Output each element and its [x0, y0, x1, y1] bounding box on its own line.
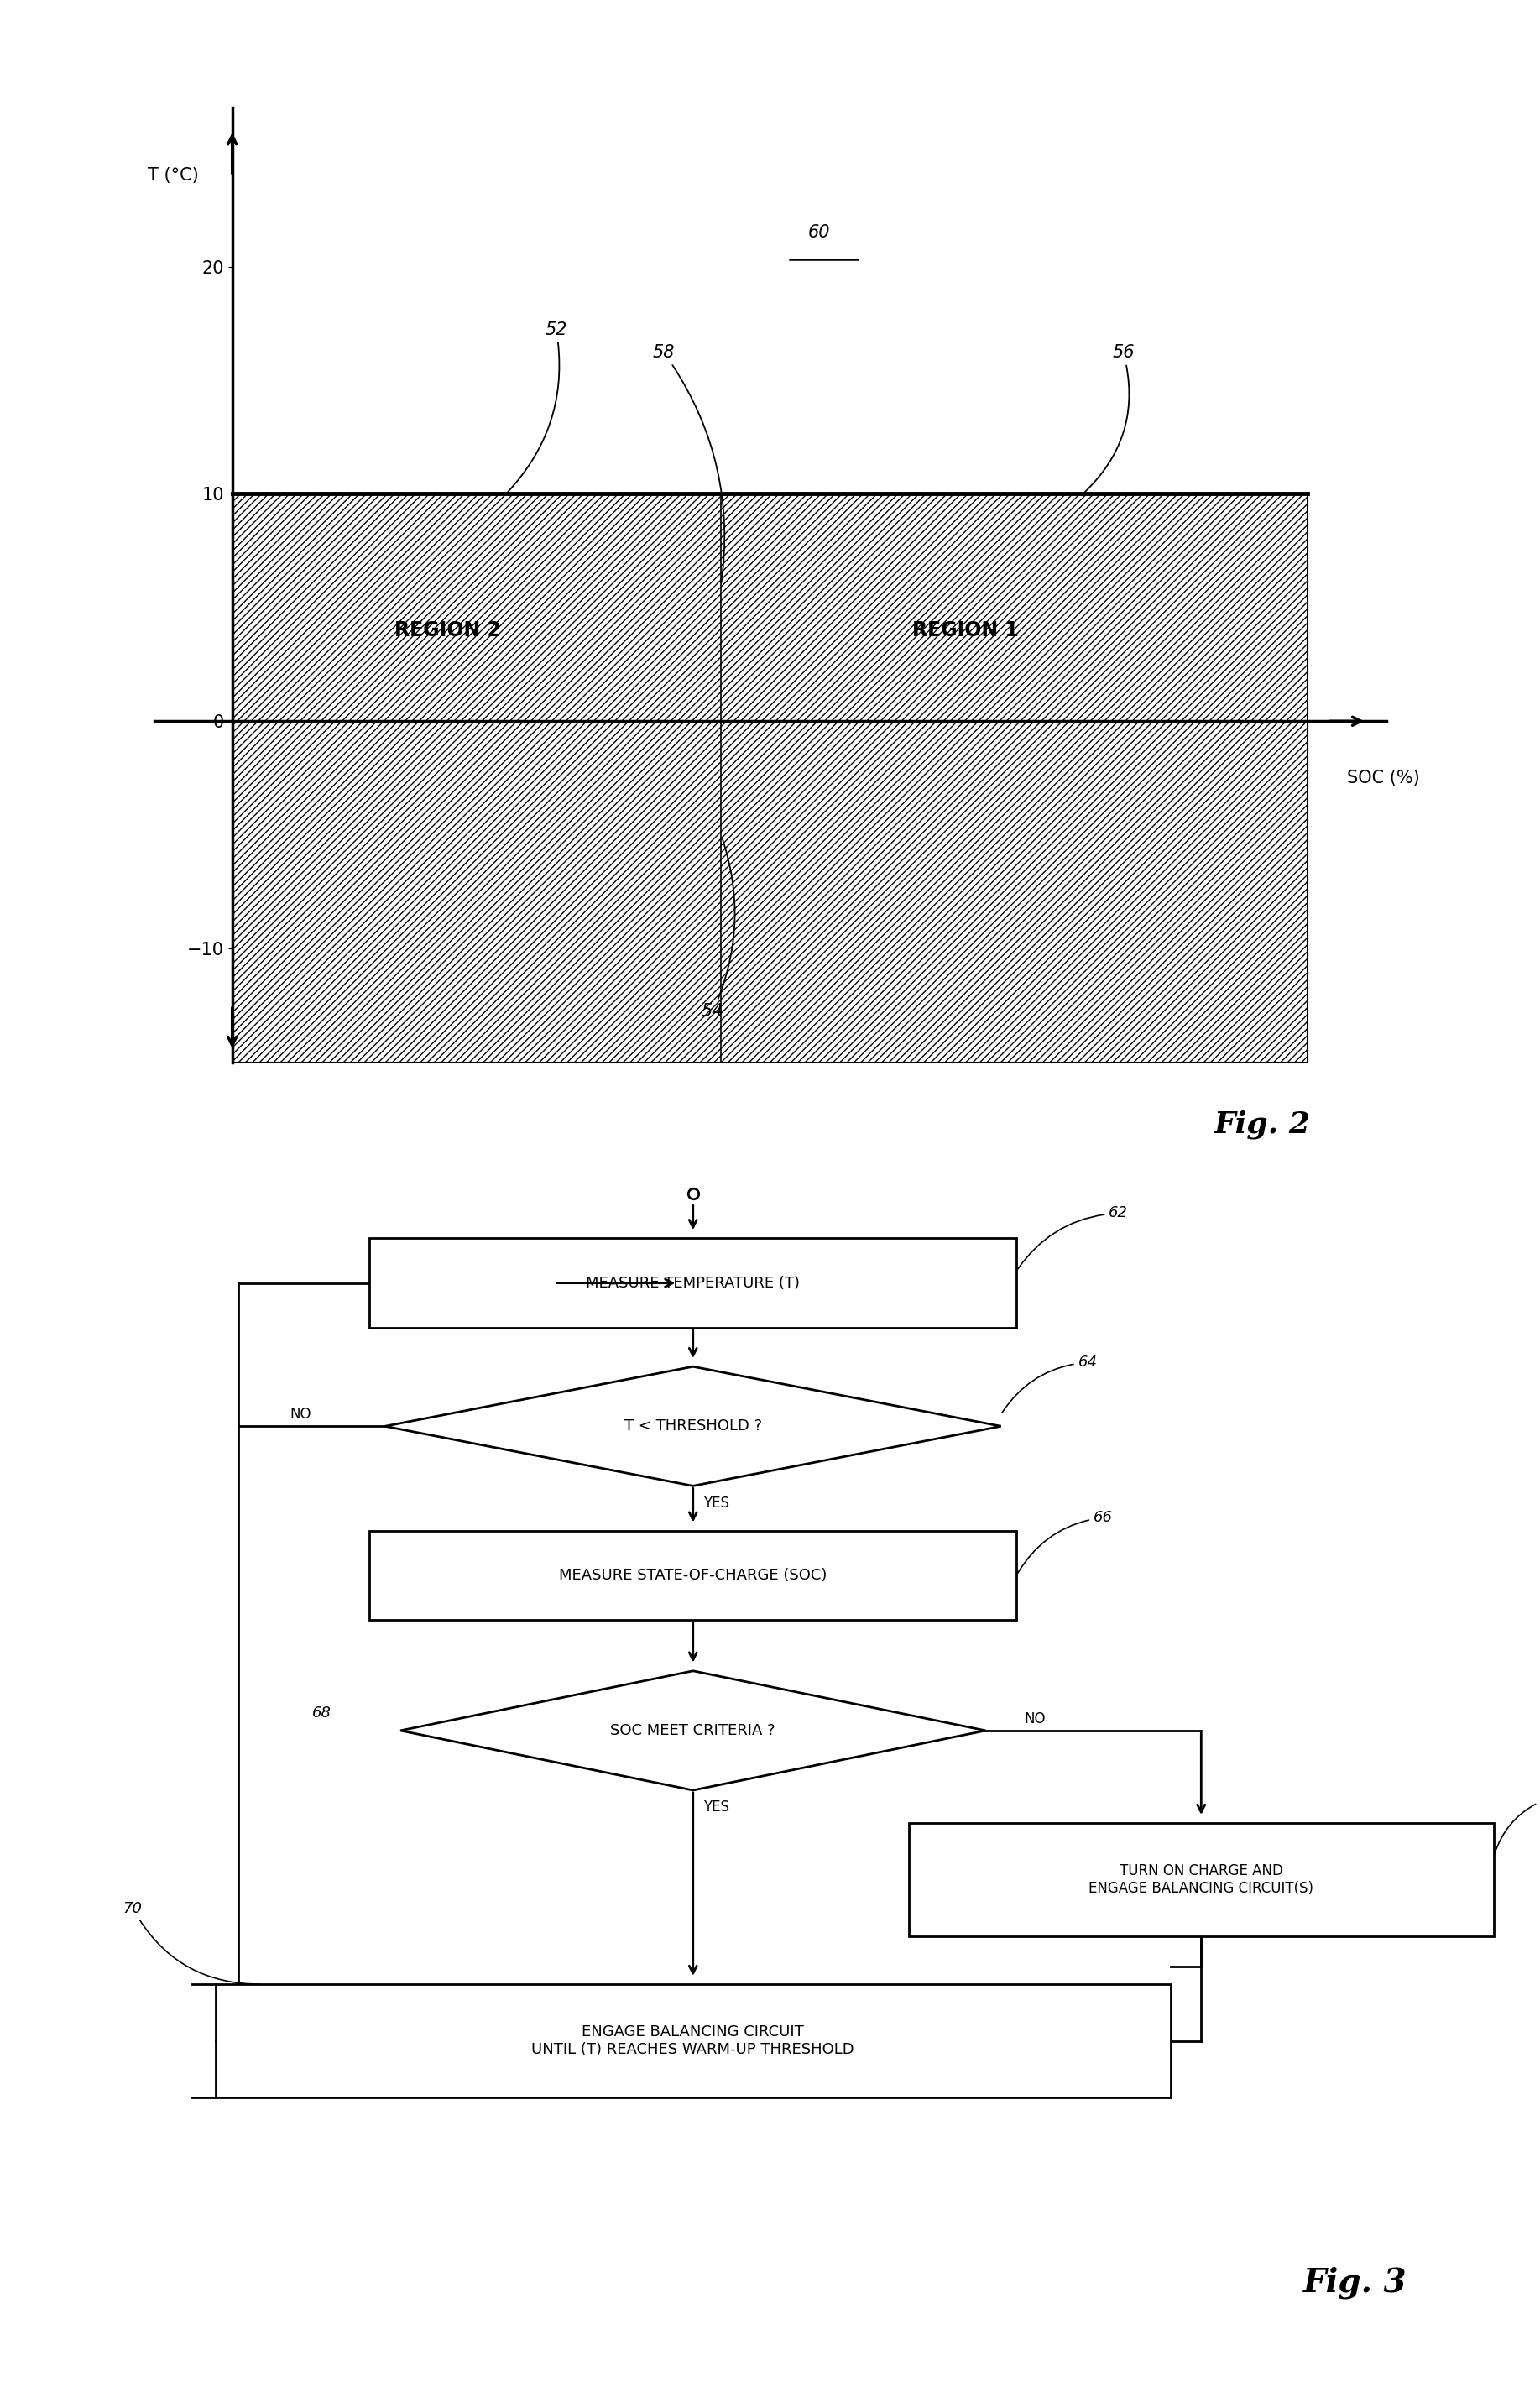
- Text: NO: NO: [290, 1406, 311, 1423]
- Polygon shape: [400, 1671, 986, 1790]
- Text: 64: 64: [1003, 1356, 1098, 1413]
- Text: 58: 58: [653, 344, 724, 582]
- Text: REGION 1: REGION 1: [912, 621, 1019, 640]
- Text: T < THRESHOLD ?: T < THRESHOLD ?: [624, 1418, 762, 1435]
- Text: 60: 60: [808, 224, 830, 241]
- Text: YES: YES: [704, 1494, 728, 1511]
- Text: 68: 68: [311, 1704, 331, 1721]
- Text: SOC (%): SOC (%): [1348, 769, 1420, 785]
- Text: MEASURE TEMPERATURE (T): MEASURE TEMPERATURE (T): [587, 1275, 799, 1291]
- Text: YES: YES: [704, 1800, 728, 1814]
- Text: 62: 62: [1018, 1205, 1129, 1270]
- Text: 70: 70: [123, 1900, 259, 1984]
- Text: 66: 66: [1018, 1511, 1113, 1573]
- Text: SOC MEET CRITERIA ?: SOC MEET CRITERIA ?: [610, 1723, 776, 1738]
- Text: Fig. 2: Fig. 2: [1215, 1110, 1311, 1139]
- Text: T (°C): T (°C): [148, 167, 199, 184]
- Text: 52: 52: [508, 322, 567, 492]
- Polygon shape: [385, 1365, 1001, 1485]
- Text: TURN ON CHARGE AND
ENGAGE BALANCING CIRCUIT(S): TURN ON CHARGE AND ENGAGE BALANCING CIRC…: [1089, 1864, 1314, 1895]
- Text: MEASURE STATE-OF-CHARGE (SOC): MEASURE STATE-OF-CHARGE (SOC): [559, 1568, 827, 1583]
- Text: 54: 54: [702, 838, 735, 1019]
- Text: 56: 56: [1084, 344, 1135, 492]
- Bar: [370, 1530, 1016, 1621]
- Text: ENGAGE BALANCING CIRCUIT
UNTIL (T) REACHES WARM-UP THRESHOLD: ENGAGE BALANCING CIRCUIT UNTIL (T) REACH…: [531, 2024, 855, 2058]
- Text: Fig. 3: Fig. 3: [1303, 2265, 1408, 2299]
- Bar: [216, 1984, 1170, 2098]
- Bar: [233, 494, 1307, 1062]
- Text: REGION 2: REGION 2: [394, 621, 500, 640]
- Text: NO: NO: [1024, 1711, 1046, 1726]
- Bar: [909, 1824, 1494, 1936]
- Bar: [370, 1239, 1016, 1327]
- Text: 72: 72: [1494, 1790, 1540, 1855]
